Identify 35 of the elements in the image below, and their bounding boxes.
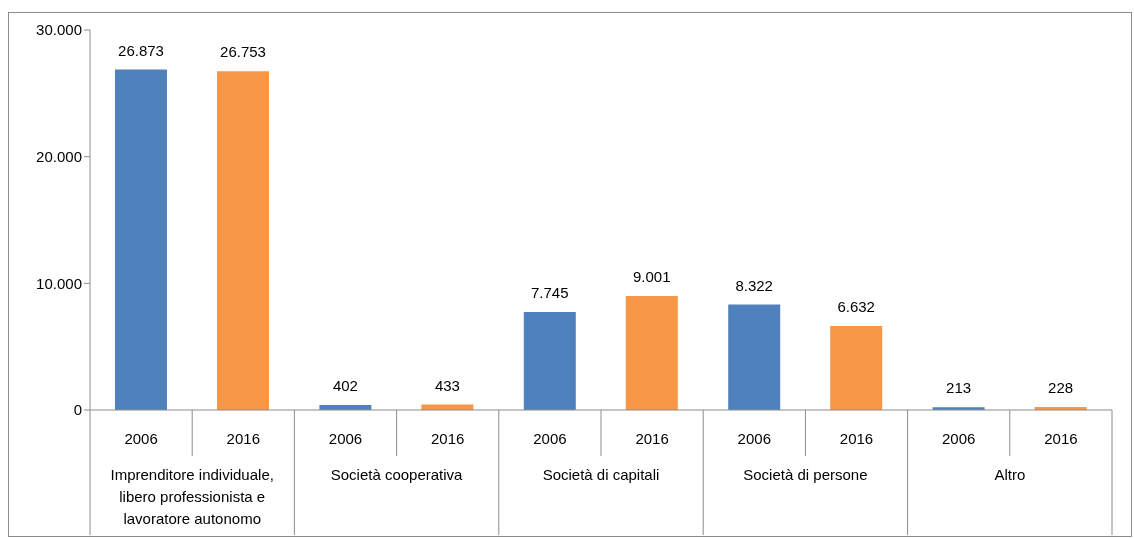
x-tick-label: Società cooperativa	[330, 466, 464, 483]
data-label: 213	[946, 379, 972, 397]
y-tick-label: 10.000	[36, 274, 82, 292]
bar	[830, 325, 883, 410]
bar	[728, 304, 781, 410]
text: 2016	[431, 430, 465, 447]
data-label: 402	[332, 376, 358, 394]
y-tick-label: 0	[73, 401, 82, 419]
text: 2016	[839, 430, 874, 447]
series-label: 2016	[226, 430, 260, 447]
data-label: 26.873	[118, 41, 164, 59]
x-tick-label: Società di persone	[743, 466, 868, 483]
data-label: 433	[434, 376, 460, 394]
series-label: 2006	[124, 430, 158, 447]
text: 2016	[1044, 430, 1078, 447]
bar	[523, 311, 576, 410]
data-label: 7.745	[531, 283, 569, 301]
data-label: 6.632	[837, 297, 875, 315]
x-tick-label: Altro	[994, 466, 1026, 483]
x-tick-label: Imprenditore individuale, libero professionista e lavoratore autonomo	[110, 466, 274, 527]
text: 2006	[942, 430, 976, 447]
text: 2016	[635, 430, 669, 447]
bar	[217, 71, 269, 410]
data-label: 8.322	[735, 276, 773, 294]
y-tick-label: 20.000	[36, 147, 82, 165]
bar	[625, 295, 678, 410]
text: 2006	[737, 430, 771, 447]
data-label: 9.001	[633, 267, 671, 285]
bar	[115, 69, 167, 410]
x-tick-label: Società di capitali	[542, 466, 660, 483]
text: 2006	[533, 430, 567, 447]
data-label: 26.753	[220, 43, 266, 61]
text: 2006	[328, 430, 363, 447]
y-tick-label: 30.000	[36, 21, 82, 39]
data-label: 228	[1048, 379, 1074, 397]
